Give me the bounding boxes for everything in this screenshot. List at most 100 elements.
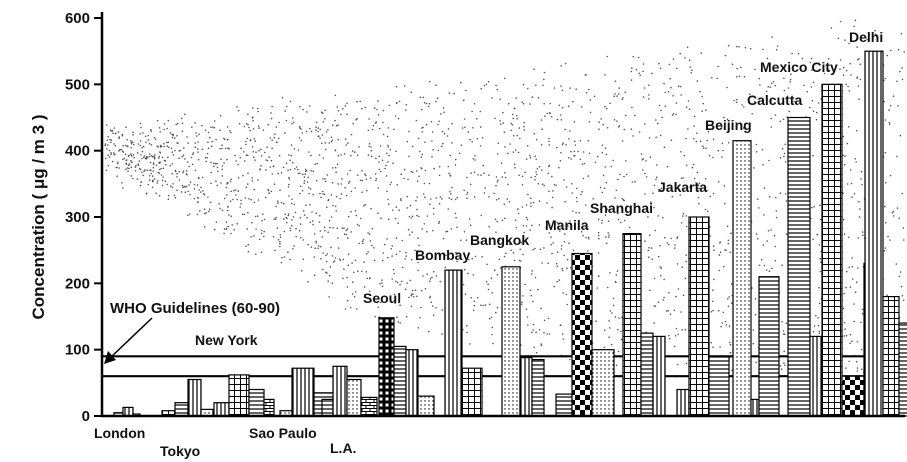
smog-dot bbox=[152, 179, 154, 182]
smog-dot bbox=[535, 351, 538, 354]
smog-dot bbox=[565, 293, 568, 296]
smog-dot bbox=[614, 197, 616, 199]
smog-dot bbox=[267, 189, 270, 192]
smog-dot bbox=[273, 183, 276, 185]
smog-dot bbox=[685, 106, 688, 108]
smog-dot bbox=[468, 218, 471, 220]
bar-mexico-city-1 bbox=[821, 83, 843, 417]
smog-dot bbox=[853, 193, 856, 195]
smog-dot bbox=[197, 201, 199, 203]
smog-dot bbox=[391, 245, 394, 247]
smog-dot bbox=[431, 305, 434, 307]
smog-dot bbox=[755, 361, 757, 364]
smog-dot bbox=[557, 226, 560, 228]
smog-dot bbox=[676, 263, 679, 265]
smog-dot bbox=[322, 268, 324, 271]
smog-dot bbox=[566, 259, 569, 261]
smog-dot bbox=[681, 266, 683, 269]
smog-dot bbox=[785, 200, 788, 202]
smog-dot bbox=[467, 272, 469, 275]
smog-dot bbox=[730, 283, 733, 285]
smog-dot bbox=[121, 150, 124, 152]
smog-dot bbox=[254, 140, 256, 142]
smog-dot bbox=[419, 150, 421, 153]
smog-dot bbox=[319, 192, 321, 195]
smog-dot bbox=[356, 223, 359, 226]
smog-dot bbox=[553, 285, 556, 288]
smog-dot bbox=[889, 174, 892, 177]
smog-dot bbox=[564, 200, 566, 203]
smog-dot bbox=[150, 169, 152, 171]
smog-dot bbox=[649, 234, 651, 236]
smog-dot bbox=[809, 61, 812, 64]
smog-dot bbox=[449, 174, 451, 176]
smog-dot bbox=[540, 343, 542, 345]
smog-dot bbox=[810, 86, 813, 88]
smog-dot bbox=[408, 296, 410, 299]
smog-dot bbox=[166, 183, 168, 186]
smog-dot bbox=[361, 107, 363, 110]
smog-dot bbox=[483, 192, 486, 194]
smog-dot bbox=[712, 192, 715, 195]
smog-dot bbox=[485, 281, 488, 283]
smog-dot bbox=[176, 176, 178, 178]
smog-dot bbox=[560, 248, 563, 250]
smog-dot bbox=[287, 214, 290, 217]
smog-dot bbox=[757, 198, 759, 200]
smog-dot bbox=[354, 259, 357, 262]
smog-dot bbox=[819, 270, 822, 273]
smog-dot bbox=[299, 192, 301, 195]
smog-dot bbox=[302, 210, 305, 212]
smog-dot bbox=[728, 325, 731, 328]
smog-dot bbox=[566, 303, 569, 306]
smog-dot bbox=[112, 132, 114, 135]
smog-dot bbox=[316, 162, 319, 165]
bar-jakarta-3 bbox=[708, 355, 730, 417]
smog-dot bbox=[783, 152, 786, 155]
smog-dot bbox=[874, 30, 876, 32]
smog-dot bbox=[727, 44, 730, 47]
smog-dot bbox=[621, 316, 623, 319]
smog-dot bbox=[399, 250, 401, 253]
smog-dot bbox=[465, 325, 468, 327]
smog-dot bbox=[346, 173, 349, 175]
smog-dot bbox=[142, 174, 144, 177]
smog-dot bbox=[257, 215, 259, 217]
smog-dot bbox=[589, 111, 592, 114]
smog-dot bbox=[897, 105, 899, 107]
smog-dot bbox=[728, 341, 731, 344]
smog-dot bbox=[387, 218, 390, 220]
smog-dot bbox=[315, 240, 317, 243]
smog-dot bbox=[181, 184, 184, 187]
smog-dot bbox=[368, 233, 371, 235]
smog-dot bbox=[204, 156, 207, 159]
smog-dot bbox=[183, 147, 185, 149]
smog-dot bbox=[791, 96, 793, 99]
smog-dot bbox=[120, 148, 122, 151]
smog-dot bbox=[817, 317, 819, 319]
smog-dot bbox=[258, 149, 260, 152]
smog-dot bbox=[396, 281, 399, 284]
smog-dot bbox=[754, 298, 757, 300]
smog-dot bbox=[410, 293, 413, 295]
smog-dot bbox=[562, 333, 564, 335]
smog-dot bbox=[226, 158, 228, 161]
smog-dot bbox=[500, 162, 503, 164]
smog-dot bbox=[783, 333, 785, 335]
smog-dot bbox=[172, 133, 174, 136]
smog-dot bbox=[161, 184, 164, 187]
smog-dot bbox=[615, 189, 618, 192]
smog-dot bbox=[132, 133, 134, 136]
smog-dot bbox=[249, 139, 252, 142]
smog-dot bbox=[440, 145, 443, 147]
smog-dot bbox=[361, 169, 363, 172]
smog-dot bbox=[498, 239, 501, 242]
smog-dot bbox=[470, 172, 472, 174]
smog-dot bbox=[290, 154, 293, 157]
smog-dot bbox=[363, 286, 366, 288]
smog-dot bbox=[414, 289, 417, 292]
smog-dot bbox=[486, 263, 488, 266]
smog-dot bbox=[236, 106, 238, 108]
smog-dot bbox=[307, 281, 309, 283]
smog-dot bbox=[351, 150, 354, 152]
